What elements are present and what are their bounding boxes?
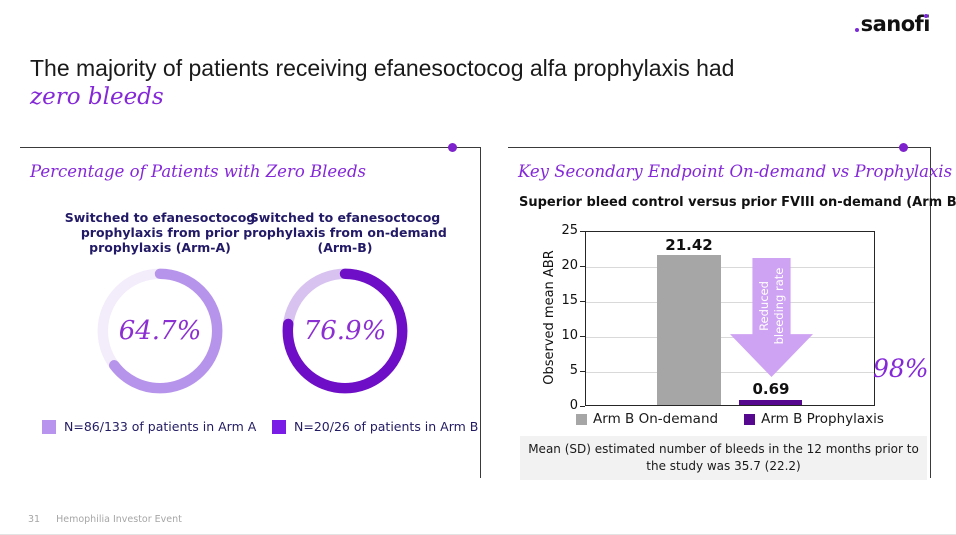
donut-chart-arm-a: 64.7% <box>94 265 226 397</box>
legend-item-on-demand: Arm B On-demand <box>576 411 718 427</box>
y-tickmark-25 <box>580 231 585 232</box>
bar-chart: Observed mean ABR 0 5 10 15 20 25 21.42 0.69 … <box>508 148 931 479</box>
bar-value-prophylaxis: 0.69 <box>752 380 790 398</box>
bar-arm-b-prophylaxis <box>739 400 802 405</box>
donut-arm-b-value: 76.9% <box>303 316 387 346</box>
donut-chart-arm-b: 76.9% <box>279 265 411 397</box>
bar-chart-legend: Arm B On-demand Arm B Prophylaxis <box>576 411 884 427</box>
bar-value-on-demand: 21.42 <box>665 236 713 254</box>
y-tick-0: 0 <box>569 398 578 413</box>
legend-label-arm-a: N=86/133 of patients in Arm A <box>64 419 257 434</box>
reduced-bleeding-arrow: Reduced bleeding rate <box>730 258 813 377</box>
y-tick-20: 20 <box>561 258 578 273</box>
donut-arm-a-svg <box>97 268 223 394</box>
y-axis-title: Observed mean ABR <box>542 250 557 385</box>
bar-arm-b-on-demand <box>657 255 721 405</box>
y-tickmark-5 <box>580 371 585 372</box>
sanofi-logo-text: sanofi <box>860 12 931 36</box>
sanofi-logo: sanofi <box>854 12 931 36</box>
note-text: Mean (SD) estimated number of bleeds in … <box>528 441 919 473</box>
y-tickmark-10 <box>580 336 585 337</box>
donut-arm-a-header: Switched to efanesoctocog prophylaxis fr… <box>64 210 256 255</box>
y-tickmark-20 <box>580 266 585 267</box>
note-box: Mean (SD) estimated number of bleeds in … <box>520 436 927 480</box>
y-tickmark-0 <box>580 406 585 407</box>
footer-label: Hemophilia Investor Event <box>56 514 182 525</box>
legend-swatch-arm-a <box>42 419 56 434</box>
legend-label-prophylaxis: Arm B Prophylaxis <box>761 411 884 427</box>
panel-corner-dot <box>899 143 908 152</box>
legend-arm-a: N=86/133 of patients in Arm A <box>42 419 256 434</box>
legend-label-arm-b: N=20/26 of patients in Arm B <box>294 419 479 434</box>
right-panel-heading: Key Secondary Endpoint On-demand vs Prop… <box>518 162 953 181</box>
legend-arm-b: N=20/26 of patients in Arm B <box>272 419 478 434</box>
donut-arm-b-header: Switched to efanesoctocog prophylaxis fr… <box>243 210 447 255</box>
logo-purple-dot-i <box>924 14 928 18</box>
bar-chart-title: Superior bleed control versus prior FVII… <box>519 195 956 210</box>
arrow-label: Reduced bleeding rate <box>756 267 786 344</box>
logo-purple-dot-s <box>854 28 859 32</box>
gridline-5 <box>586 371 874 373</box>
legend-swatch-on-demand <box>576 413 588 425</box>
donut-column-arm-a: Switched to efanesoctocog prophylaxis fr… <box>50 210 270 397</box>
gridline-10 <box>586 336 874 338</box>
slide-title-line1: The majority of patients receiving efane… <box>30 55 735 81</box>
legend-item-prophylaxis: Arm B Prophylaxis <box>744 411 884 427</box>
y-tick-25: 25 <box>561 223 578 238</box>
zero-bleeds-panel: Percentage of Patients with Zero Bleeds … <box>20 143 481 478</box>
slide-title: The majority of patients receiving efane… <box>30 54 734 112</box>
footer: 31 Hemophilia Investor Event <box>28 514 182 525</box>
donut-arm-b-svg <box>282 268 408 394</box>
legend-swatch-prophylaxis <box>744 413 756 425</box>
secondary-endpoint-panel: Key Secondary Endpoint On-demand vs Prop… <box>508 143 956 480</box>
donut-column-arm-b: Switched to efanesoctocog prophylaxis fr… <box>235 210 455 397</box>
gridline-15 <box>586 301 874 303</box>
legend-label-on-demand: Arm B On-demand <box>593 411 719 427</box>
reduction-percentage: 98% <box>873 354 929 383</box>
panel-corner-dot <box>448 143 457 152</box>
page-number: 31 <box>28 514 41 525</box>
y-tick-15: 15 <box>561 293 578 308</box>
y-tickmark-15 <box>580 301 585 302</box>
y-tick-10: 10 <box>561 328 578 343</box>
y-tick-5: 5 <box>569 363 578 378</box>
legend-swatch-arm-b <box>272 419 286 434</box>
slide-title-line2: zero bleeds <box>30 83 164 110</box>
donut-arm-a-value: 64.7% <box>118 316 202 346</box>
gridline-20 <box>586 266 874 268</box>
left-panel-heading: Percentage of Patients with Zero Bleeds <box>30 162 366 181</box>
plot-area: 21.42 0.69 Reduced bleeding rate 98% <box>585 231 929 406</box>
